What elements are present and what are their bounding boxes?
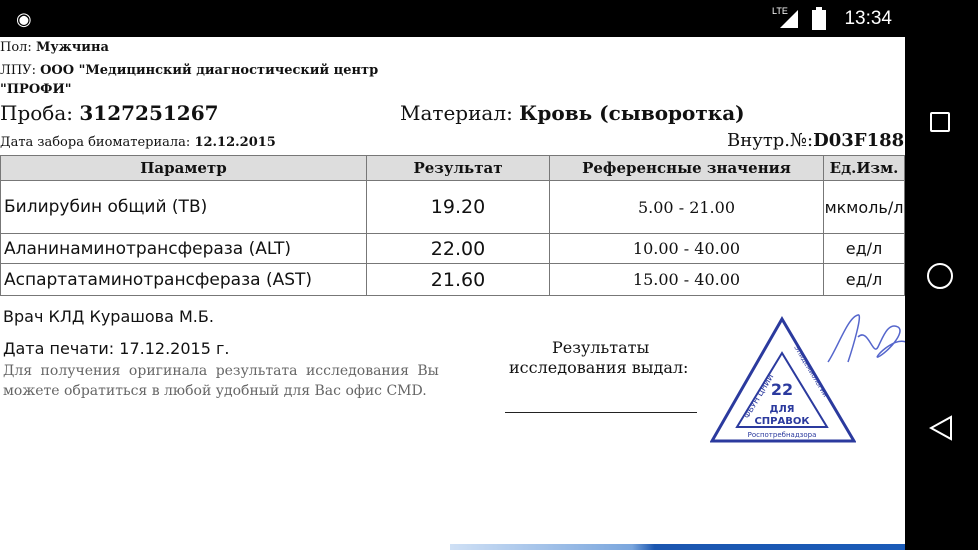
result-cell: 22.00 (366, 233, 550, 264)
unit-cell: мкмоль/л (823, 180, 905, 234)
sample-value: 3127251267 (79, 101, 219, 125)
col-ref: Референсные значения (549, 155, 824, 181)
recents-button[interactable] (930, 112, 950, 132)
sex-label: Пол: (0, 40, 32, 55)
stamp-line2: СПРАВОК (754, 416, 810, 427)
param-cell: Аспартатаминотрансфераза (AST) (0, 263, 367, 296)
material-label: Материал: (400, 101, 513, 125)
results-table: Параметр Результат Референсные значения … (0, 155, 905, 296)
decorative-banner (450, 544, 905, 550)
sample-label: Проба: (0, 101, 73, 125)
print-date: Дата печати: 17.12.2015 г. (3, 339, 230, 358)
date-row: Дата забора биоматериала: 12.12.2015 (0, 135, 276, 150)
home-button[interactable] (927, 263, 953, 289)
network-type: LTE (772, 6, 788, 16)
navigation-bar (905, 37, 978, 550)
internal-value: D03F1883 (813, 130, 905, 151)
stamp-number: 22 (771, 380, 793, 399)
material-value: Кровь (сыворотка) (519, 101, 745, 125)
lpu-label: ЛПУ: (0, 63, 36, 78)
param-cell: Билирубин общий (ТВ) (0, 180, 367, 234)
ref-cell: 10.00 - 40.00 (549, 233, 824, 264)
result-cell: 19.20 (366, 180, 550, 234)
col-unit: Ед.Изм. (823, 155, 905, 181)
signal-icon (780, 10, 798, 28)
sex-row: Пол: Мужчина (0, 40, 109, 55)
issued-line2: исследования выдал: (509, 358, 689, 377)
stamp-bottom: Роспотребнадзора (748, 431, 817, 439)
param-cell: Аланинаминотрансфераза (ALT) (0, 233, 367, 264)
back-button[interactable] (929, 415, 953, 441)
sample-row: Проба: 3127251267 (0, 101, 219, 125)
table-row: Аспартатаминотрансфераза (AST) 21.60 15.… (0, 263, 905, 296)
lab-report: Пол: Мужчина ЛПУ: ООО "Медицинский диагн… (0, 37, 905, 550)
notification-icon: ◉ (16, 9, 32, 30)
internal-label: Внутр.№: (727, 130, 814, 151)
internal-row: Внутр.№:D03F1883 (727, 130, 905, 151)
stamp: 22 ДЛЯ СПРАВОК Роспотребнадзора ФБУН ЦНИ… (710, 316, 856, 443)
stamp-line1: ДЛЯ (770, 404, 795, 415)
lpu-row: ЛПУ: ООО "Медицинский диагностический це… (0, 63, 378, 78)
table-row: Билирубин общий (ТВ) 19.20 5.00 - 21.00 … (0, 180, 905, 234)
col-param: Параметр (0, 155, 367, 181)
clock: 13:34 (844, 8, 892, 29)
col-result: Результат (366, 155, 550, 181)
lpu-value-cont: "ПРОФИ" (0, 82, 72, 97)
unit-cell: ед/л (823, 263, 905, 296)
table-header: Параметр Результат Референсные значения … (0, 155, 905, 181)
date-label: Дата забора биоматериала: (0, 135, 191, 150)
doctor: Врач КЛД Курашова М.Б. (3, 307, 214, 326)
table-row: Аланинаминотрансфераза (ALT) 22.00 10.00… (0, 233, 905, 264)
signature (827, 314, 905, 363)
material-row: Материал: Кровь (сыворотка) (400, 101, 745, 125)
sex-value: Мужчина (35, 40, 109, 55)
note-line2: можете обратиться в любой удобный для Ва… (3, 383, 427, 399)
issued-line1: Результаты (552, 338, 650, 357)
note-line1: Для получения оригинала результата иссле… (3, 363, 439, 379)
date-value: 12.12.2015 (194, 135, 276, 150)
battery-icon (812, 7, 826, 30)
unit-cell: ед/л (823, 233, 905, 264)
ref-cell: 5.00 - 21.00 (549, 180, 824, 234)
lpu-value: ООО "Медицинский диагностический центр (40, 63, 379, 78)
ref-cell: 15.00 - 40.00 (549, 263, 824, 296)
status-bar: ◉ LTE 13:34 (0, 0, 978, 37)
result-cell: 21.60 (366, 263, 550, 296)
signature-line (505, 412, 697, 413)
